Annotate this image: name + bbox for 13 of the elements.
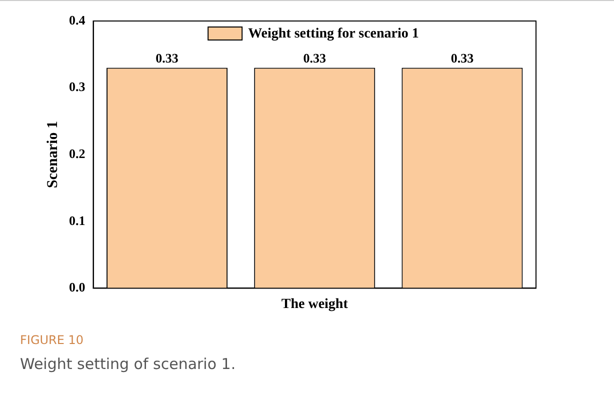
y-axis-title: Scenario 1 <box>44 121 61 188</box>
x-axis-title: The weight <box>281 297 348 312</box>
y-tick-label: 0.2 <box>69 146 86 161</box>
data-label: 0.33 <box>450 50 474 66</box>
data-label: 0.33 <box>303 50 326 66</box>
data-label: 0.33 <box>156 50 179 66</box>
y-tick-label: 0.4 <box>69 12 86 28</box>
y-tick-label: 0.3 <box>69 79 86 94</box>
y-tick-label: 0.0 <box>69 280 86 295</box>
y-tick-label: 0.1 <box>69 212 86 228</box>
legend-label: Weight setting for scenario 1 <box>248 26 419 42</box>
text: Weight setting of scenario 1. <box>20 355 236 373</box>
caption: FIGURE 10 <box>20 333 84 347</box>
